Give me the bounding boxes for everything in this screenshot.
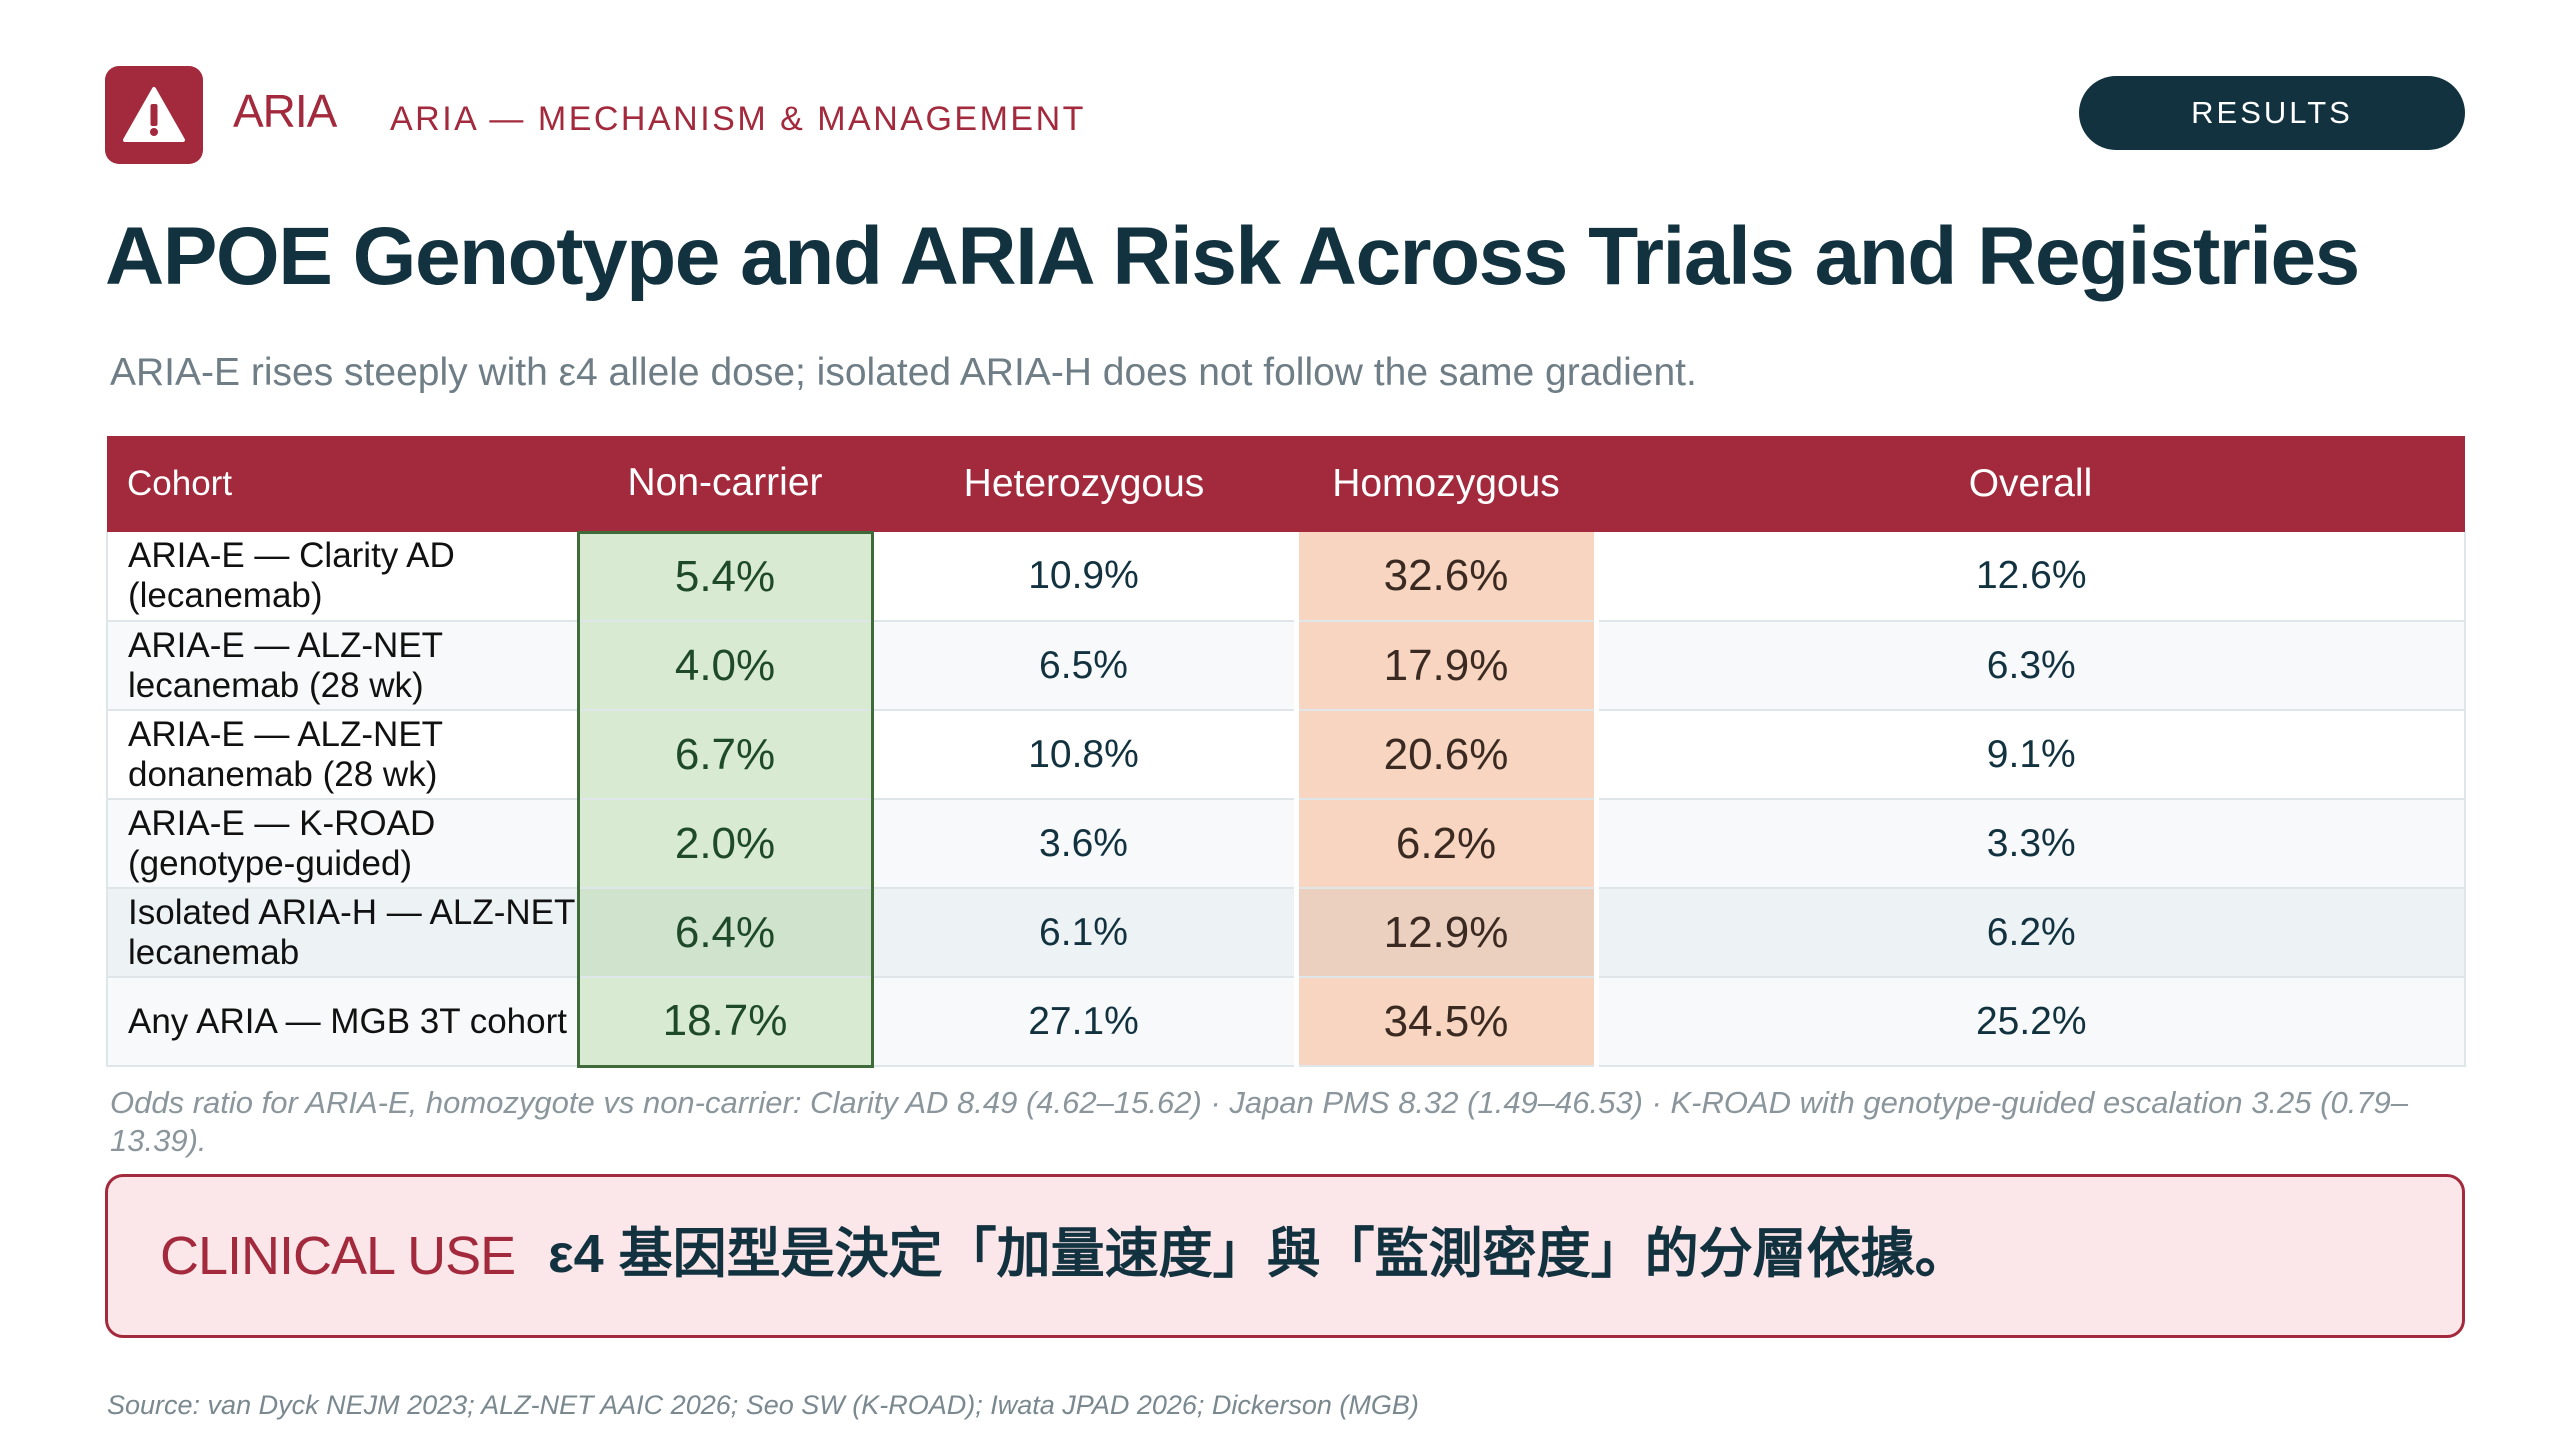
logo-badge <box>105 66 203 164</box>
slide-subtitle: ARIA-E rises steeply with ε4 allele dose… <box>110 351 1697 394</box>
heterozygous-cell: 10.8% <box>871 710 1296 800</box>
source-citation: Source: van Dyck NEJM 2023; ALZ-NET AAIC… <box>107 1390 1419 1420</box>
table-row: ARIA-E — ALZ-NET donanemab (28 wk) 6.7% … <box>106 710 2466 800</box>
slide-title: APOE Genotype and ARIA Risk Across Trial… <box>105 211 2360 302</box>
cohort-cell: ARIA-E — ALZ-NET lecanemab (28 wk) <box>106 621 578 711</box>
non-carrier-cell: 6.4% <box>576 888 874 978</box>
table-row: ARIA-E — Clarity AD (lecanemab) 5.4% 10.… <box>106 530 2466 622</box>
overall-cell: 6.3% <box>1596 621 2466 711</box>
results-badge: RESULTS <box>2079 76 2465 150</box>
heterozygous-cell: 27.1% <box>871 977 1296 1067</box>
column-header-cohort: Cohort <box>107 436 578 532</box>
heterozygous-cell: 3.6% <box>871 799 1296 889</box>
homozygous-cell: 17.9% <box>1293 621 1599 711</box>
homozygous-cell: 12.9% <box>1293 888 1599 978</box>
homozygous-cell: 6.2% <box>1293 799 1599 889</box>
column-header-non-carrier: Non-carrier <box>578 436 872 532</box>
homozygous-cell: 32.6% <box>1293 532 1599 622</box>
column-header-homozygous: Homozygous <box>1296 436 1596 532</box>
non-carrier-cell: 5.4% <box>576 530 874 622</box>
callout-text: ε4 基因型是決定「加量速度」與「監測密度」的分層依據。 <box>548 1224 1969 1284</box>
homozygous-cell: 20.6% <box>1293 710 1599 800</box>
cohort-cell: Any ARIA — MGB 3T cohort <box>106 977 578 1067</box>
table-header-row: Cohort Non-carrier Heterozygous Homozygo… <box>107 436 2465 532</box>
cohort-cell: ARIA-E — Clarity AD (lecanemab) <box>106 532 578 622</box>
table-row: ARIA-E — ALZ-NET lecanemab (28 wk) 4.0% … <box>106 621 2466 711</box>
cohort-cell: ARIA-E — ALZ-NET donanemab (28 wk) <box>106 710 578 800</box>
table-row: Isolated ARIA-H — ALZ-NET lecanemab 6.4%… <box>106 888 2466 978</box>
table-row: Any ARIA — MGB 3T cohort 18.7% 27.1% 34.… <box>106 977 2466 1068</box>
overall-cell: 3.3% <box>1596 799 2466 889</box>
non-carrier-cell: 18.7% <box>576 977 874 1068</box>
overall-cell: 12.6% <box>1596 532 2466 622</box>
homozygous-cell: 34.5% <box>1293 977 1599 1067</box>
column-header-overall: Overall <box>1596 436 2465 532</box>
brand-name: ARIA <box>233 85 337 137</box>
overall-cell: 25.2% <box>1596 977 2466 1067</box>
callout-label: CLINICAL USE <box>160 1226 516 1286</box>
section-label: ARIA — MECHANISM & MANAGEMENT <box>390 100 1086 138</box>
table-footnote: Odds ratio for ARIA-E, homozygote vs non… <box>110 1085 2409 1158</box>
non-carrier-cell: 6.7% <box>576 710 874 800</box>
warning-triangle-icon <box>123 87 185 142</box>
column-header-heterozygous: Heterozygous <box>872 436 1296 532</box>
heterozygous-cell: 10.9% <box>871 532 1296 622</box>
overall-cell: 9.1% <box>1596 710 2466 800</box>
genotype-risk-table: Cohort Non-carrier Heterozygous Homozygo… <box>106 436 2466 1068</box>
clinical-use-callout: CLINICAL USE ε4 基因型是決定「加量速度」與「監測密度」的分層依據… <box>105 1174 2465 1338</box>
heterozygous-cell: 6.5% <box>871 621 1296 711</box>
table-row: ARIA-E — K-ROAD (genotype-guided) 2.0% 3… <box>106 799 2466 889</box>
non-carrier-cell: 4.0% <box>576 621 874 711</box>
non-carrier-cell: 2.0% <box>576 799 874 889</box>
overall-cell: 6.2% <box>1596 888 2466 978</box>
heterozygous-cell: 6.1% <box>871 888 1296 978</box>
cohort-cell: ARIA-E — K-ROAD (genotype-guided) <box>106 799 578 889</box>
slide-header: ARIA ARIA — MECHANISM & MANAGEMENT RESUL… <box>105 66 2465 164</box>
cohort-cell: Isolated ARIA-H — ALZ-NET lecanemab <box>106 888 578 978</box>
